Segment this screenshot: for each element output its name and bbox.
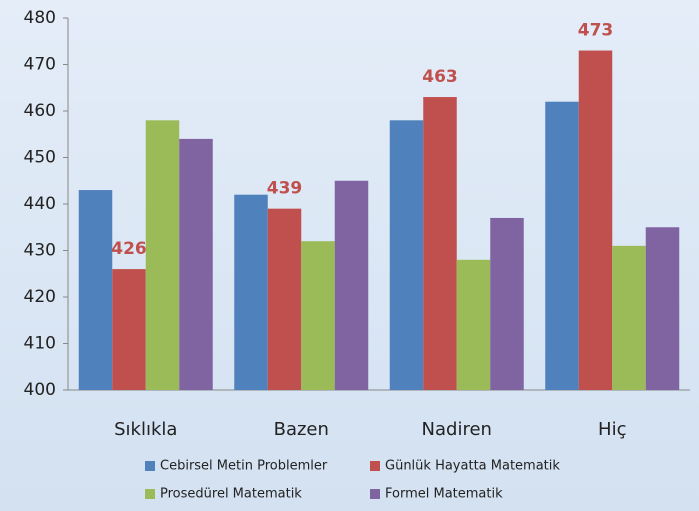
bar	[234, 194, 268, 390]
y-tick-label: 420	[24, 287, 56, 307]
x-tick-label: Sıklıkla	[114, 419, 177, 440]
bar	[456, 259, 491, 390]
y-tick-label: 470	[24, 55, 56, 75]
y-tick-label: 410	[24, 334, 56, 354]
legend-label: Günlük Hayatta Matematik	[385, 459, 560, 474]
bar	[301, 241, 335, 390]
legend-label: Formel Matematik	[385, 487, 503, 502]
bar	[545, 101, 579, 390]
data-label: 463	[422, 67, 458, 87]
bar	[645, 227, 680, 390]
y-tick-label: 450	[24, 148, 56, 168]
x-tick-label: Bazen	[274, 419, 329, 440]
bar	[578, 50, 613, 391]
y-tick-label: 430	[24, 241, 56, 261]
data-label: 439	[267, 179, 303, 199]
bar	[389, 120, 424, 391]
y-tick-label: 460	[24, 101, 56, 121]
bar	[334, 180, 369, 390]
y-tick-label: 480	[24, 8, 56, 28]
legend-swatch	[370, 461, 380, 471]
legend-swatch	[145, 489, 155, 499]
bar	[179, 138, 213, 390]
bar	[423, 97, 457, 391]
x-tick-label: Nadiren	[422, 419, 492, 440]
legend-label: Cebirsel Metin Problemler	[160, 459, 328, 474]
data-label: 426	[111, 239, 147, 259]
y-tick-label: 440	[24, 194, 56, 214]
bar	[112, 269, 146, 390]
data-label: 473	[578, 21, 614, 41]
legend-swatch	[145, 461, 155, 471]
bar	[612, 245, 646, 390]
legend-label: Prosedürel Matematik	[160, 487, 302, 502]
x-tick-label: Hiç	[598, 419, 626, 440]
bar	[145, 120, 180, 391]
bar	[490, 217, 524, 390]
bar	[78, 190, 113, 390]
bar	[267, 208, 302, 390]
y-tick-label: 400	[24, 380, 56, 400]
legend-swatch	[370, 489, 380, 499]
